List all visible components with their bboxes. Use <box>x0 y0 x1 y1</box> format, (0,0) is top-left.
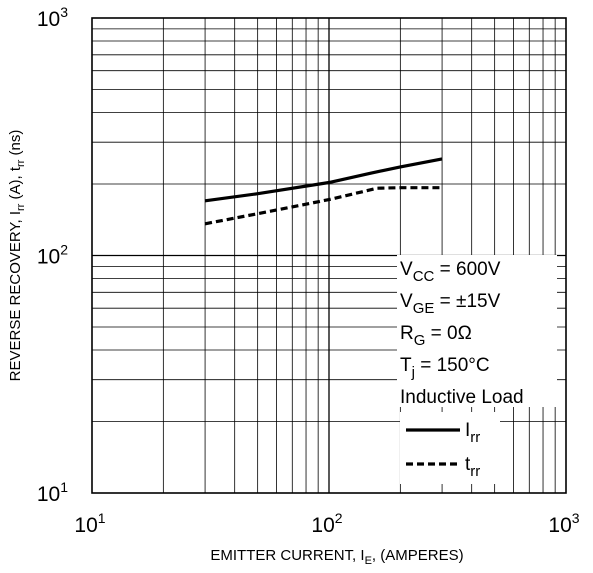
series-line-dashed <box>204 186 443 226</box>
x-axis-label-sub: E <box>365 555 372 567</box>
condition-value: = ±15V <box>434 291 500 312</box>
y-axis-label-p2: (A), t <box>7 166 24 203</box>
y-tick-label-exp: 1 <box>60 479 68 495</box>
series-lines <box>204 157 443 226</box>
x-axis-label-tail: , (AMPERES) <box>372 547 464 564</box>
x-axis-label: EMITTER CURRENT, IE, (AMPERES) <box>210 547 463 567</box>
condition-main: T <box>400 355 412 376</box>
condition-sub: CC <box>413 268 435 285</box>
x-tick-label: 101 <box>74 510 105 537</box>
x-tick-label: 102 <box>311 510 342 537</box>
condition-value: = 150°C <box>415 355 490 376</box>
condition-main: V <box>400 291 413 312</box>
y-tick-label-base: 10 <box>37 246 60 269</box>
y-tick-label-base: 10 <box>37 483 60 506</box>
x-axis-label-main: EMITTER CURRENT, I <box>210 547 364 564</box>
legend-label: trr <box>465 454 480 480</box>
condition-sub: GE <box>413 300 435 317</box>
condition-line: VCC = 600V <box>400 259 501 285</box>
legend-label-sub: rr <box>470 429 480 446</box>
x-tick-label-exp: 1 <box>98 510 106 526</box>
y-tick-label: 103 <box>37 4 68 31</box>
plot-frame <box>91 17 567 494</box>
y-axis-label-p3: (ns) <box>7 130 24 160</box>
condition-main: R <box>400 323 414 344</box>
legend-label-main: t <box>465 454 471 475</box>
condition-sub: G <box>414 332 426 349</box>
y-tick-label-exp: 2 <box>60 242 68 258</box>
x-tick-label: 103 <box>548 510 579 537</box>
y-axis-label-s1: rr <box>15 203 27 211</box>
condition-line: Tj = 150°C <box>400 355 490 381</box>
x-tick-label-base: 10 <box>74 514 97 537</box>
legend-label-main: I <box>465 420 470 441</box>
x-tick-labels: 101 102 103 <box>74 510 579 537</box>
condition-line: RG = 0Ω <box>400 323 472 349</box>
condition-line: Inductive Load <box>400 387 524 408</box>
y-axis-label-s2: rr <box>15 159 27 167</box>
y-axis-label-p1: REVERSE RECOVERY, I <box>7 211 24 381</box>
x-tick-label-exp: 2 <box>335 510 343 526</box>
condition-value: = 600V <box>434 259 500 280</box>
y-tick-label: 102 <box>37 242 68 269</box>
y-tick-label: 101 <box>37 479 68 506</box>
series-line-solid <box>204 157 443 203</box>
condition-line: VGE = ±15V <box>400 291 501 317</box>
condition-value: = 0Ω <box>425 323 471 344</box>
conditions-background <box>397 255 557 407</box>
legend-label-sub: rr <box>470 463 480 480</box>
legend-background <box>400 412 500 484</box>
y-axis-label: REVERSE RECOVERY, Irr (A), trr (ns) <box>7 130 27 382</box>
legend-label: Irr <box>465 420 480 446</box>
x-tick-label-base: 10 <box>548 514 571 537</box>
condition-sub: j <box>411 364 415 381</box>
x-tick-label-exp: 3 <box>572 510 580 526</box>
y-tick-label-exp: 3 <box>60 4 68 20</box>
condition-main: Inductive Load <box>400 387 524 408</box>
condition-main: V <box>400 259 413 280</box>
x-tick-label-base: 10 <box>311 514 334 537</box>
y-tick-label-base: 10 <box>37 8 60 31</box>
